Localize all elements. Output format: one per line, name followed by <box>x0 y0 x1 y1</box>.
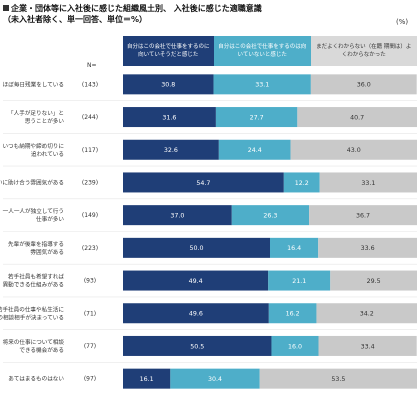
bar-segment-s3 <box>318 237 417 258</box>
bar-segment-s2 <box>268 270 331 291</box>
data-label: 33.4 <box>361 343 375 350</box>
legend-header-1: 自分はこの会社で仕事をするのに向いていそうだと感じた <box>123 36 214 66</box>
n-value: (244) <box>82 114 98 121</box>
n-value: (223) <box>82 245 98 252</box>
bar-segment-s2 <box>270 237 319 258</box>
data-label: 50.0 <box>189 245 203 252</box>
data-label: 50.5 <box>190 343 204 350</box>
bar-segment-s3 <box>316 303 417 324</box>
category-label: いつも納期や締め切りに <box>2 142 64 150</box>
n-value: (77) <box>84 343 96 350</box>
n-value: (71) <box>84 310 96 317</box>
n-value: (93) <box>84 278 96 285</box>
data-label: 36.0 <box>357 82 371 89</box>
data-label: 43.0 <box>347 147 361 154</box>
bar-segment-s3 <box>259 368 417 389</box>
bar-segment-s2 <box>215 107 298 128</box>
category-label: 若手社員も希望すれば <box>8 273 64 281</box>
data-label: 33.1 <box>255 82 269 89</box>
data-label: 16.1 <box>140 376 154 383</box>
bar-segment-s2 <box>231 205 310 226</box>
data-label: 54.7 <box>196 180 210 187</box>
title-square-icon <box>3 5 9 11</box>
title-line1-text: 企業・団体等に入社後に感じた組織風土別、 入社後に感じた適職意識 <box>11 4 262 13</box>
data-label: 21.1 <box>292 278 306 285</box>
data-label: 34.2 <box>360 311 374 318</box>
bar-segment-s1 <box>123 237 270 258</box>
bar-segment-s1 <box>123 172 284 193</box>
bar-segment-s1 <box>123 74 214 95</box>
n-value: (149) <box>82 212 98 219</box>
category-label: 仕事が多い <box>36 215 64 223</box>
bar-segment-s1 <box>123 368 171 389</box>
title-line1: 企業・団体等に入社後に感じた組織風土別、 入社後に感じた適職意識 <box>3 4 262 13</box>
category-label: 先輩が後輩を指導する <box>8 240 64 248</box>
category-label: 雰囲気がある <box>30 248 64 256</box>
unit-label: (%) <box>396 18 409 26</box>
data-label: 40.7 <box>350 114 364 121</box>
bar-segment-s3 <box>330 270 417 291</box>
category-label: 若手社員の仕事や私生活に <box>0 305 64 313</box>
category-label: できる機会がある <box>19 346 64 354</box>
data-label: 37.0 <box>170 212 184 219</box>
bar-segment-s2 <box>218 139 291 160</box>
category-label: 「人手が足りない」と <box>8 109 64 117</box>
data-label: 16.0 <box>288 343 302 350</box>
category-label: 一人一人が独立して行う <box>3 207 64 215</box>
chart-title: 企業・団体等に入社後に感じた組織風土別、 入社後に感じた適職意識 （未入社者除く… <box>3 3 262 25</box>
n-value: (143) <box>82 81 98 88</box>
data-label: 27.7 <box>250 114 264 121</box>
legend-header-3: まだよくわからない（在籍 期間は）よくわからなかった <box>310 36 417 66</box>
category-label: 思うことが多い <box>25 117 65 125</box>
data-label: 16.4 <box>287 245 301 252</box>
data-label: 33.1 <box>361 180 375 187</box>
bar-segment-s2 <box>268 303 317 324</box>
bar-segment-s3 <box>297 107 417 128</box>
data-label: 31.6 <box>162 114 176 121</box>
n-value: (97) <box>84 376 96 383</box>
bar-segment-s1 <box>123 335 272 356</box>
bar-segment-s2 <box>213 74 311 95</box>
bar-segment-s2 <box>283 172 320 193</box>
data-label: 30.4 <box>208 376 222 383</box>
bar-segment-s1 <box>123 303 269 324</box>
data-label: 24.4 <box>248 147 262 154</box>
bar-segment-s1 <box>123 270 269 291</box>
bar-segment-s3 <box>309 205 417 226</box>
data-label: 36.7 <box>356 212 370 219</box>
title-line2: （未入社者除く、単一回答、単位＝%） <box>3 15 148 24</box>
data-label: 49.4 <box>189 278 203 285</box>
bar-segment-s3 <box>318 335 417 356</box>
category-label: あてはまるものはない <box>8 376 64 383</box>
bar-segment-s2 <box>170 368 260 389</box>
n-value: (117) <box>82 147 98 154</box>
bar-segment-s3 <box>310 74 417 95</box>
n-value: (239) <box>82 179 98 186</box>
data-label: 32.6 <box>164 147 178 154</box>
category-label: 互いに助け合う雰囲気がある <box>0 178 64 186</box>
bar-segment-s2 <box>271 335 319 356</box>
bar-segment-s3 <box>290 139 417 160</box>
category-label: 追われている <box>31 150 64 158</box>
data-label: 33.6 <box>361 245 375 252</box>
data-label: 53.5 <box>331 376 345 383</box>
data-label: 29.5 <box>367 278 381 285</box>
bar-segment-s3 <box>319 172 417 193</box>
data-label: 16.2 <box>286 311 300 318</box>
category-label: 将来の仕事について相談 <box>3 338 65 346</box>
data-label: 26.3 <box>263 212 277 219</box>
bar-segment-s1 <box>123 139 219 160</box>
data-label: 12.2 <box>295 180 309 187</box>
category-label: 異動できる仕組みがある <box>3 281 64 289</box>
n-label: N= <box>87 62 97 69</box>
data-label: 49.6 <box>189 311 203 318</box>
data-label: 30.8 <box>161 82 175 89</box>
bar-segment-s1 <box>123 205 232 226</box>
category-label: ほぼ毎日残業をしている <box>3 80 64 88</box>
category-label: ついての相談相手が決まっている <box>0 313 64 321</box>
legend-header-2: 自分はこの会社で仕事をするのは向いていないと感じた <box>213 36 311 66</box>
bar-segment-s1 <box>123 107 216 128</box>
